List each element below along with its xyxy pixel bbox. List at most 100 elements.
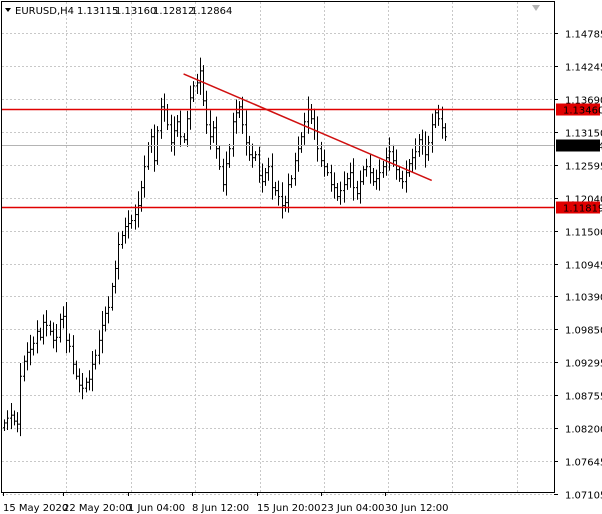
- grid: [2, 2, 554, 495]
- ohlc-bar: [382, 160, 385, 178]
- ohlc-bar: [104, 306, 107, 332]
- ohlc-bar: [254, 151, 257, 161]
- trend-line[interactable]: [183, 73, 433, 182]
- ohlc-bar: [392, 144, 395, 167]
- ohlc-bar: [281, 182, 284, 219]
- ohlc-bar: [434, 109, 437, 129]
- ohlc-bar: [241, 96, 244, 134]
- ohlc-bar: [441, 106, 444, 139]
- ohlc-bar: [245, 110, 248, 156]
- x-tick-label: 8 Jun 12:00: [192, 503, 249, 514]
- ohlc-bar: [228, 144, 231, 168]
- ohlc-bar: [36, 320, 39, 354]
- y-tick-label: 1.10390: [565, 293, 602, 304]
- ohlc-bar: [3, 419, 6, 431]
- chart-shift-marker-icon[interactable]: [532, 5, 540, 11]
- ohlc-bar: [248, 135, 251, 161]
- ohlc-bar: [205, 90, 208, 134]
- symbol-menu-triangle-icon[interactable]: [5, 8, 11, 12]
- ohlc-bar: [55, 324, 58, 353]
- ohlc-bar: [339, 181, 342, 205]
- ohlc-bar: [277, 180, 280, 206]
- level-tag: [556, 201, 600, 214]
- ohlc-bar: [124, 217, 127, 244]
- ohlc-bar: [287, 173, 290, 213]
- ohlc-bar: [189, 85, 192, 130]
- y-tick-label: 1.09295: [565, 359, 602, 370]
- ohlc-bar: [369, 154, 372, 184]
- ohlc-bar: [134, 204, 137, 230]
- ohlc-bar: [202, 65, 205, 106]
- ohlc-bar: [59, 313, 62, 343]
- ohlc-bar: [232, 112, 235, 157]
- symbol-label: EURUSD,H4: [15, 6, 74, 17]
- ohlc-bar: [52, 322, 55, 349]
- ohlc-bar: [427, 135, 430, 161]
- ohlc-bar: [336, 182, 339, 201]
- ohlc-bar: [212, 120, 215, 143]
- ohlc-bar: [6, 410, 9, 431]
- ohlc-bar: [23, 355, 26, 382]
- ohlc-bar: [333, 172, 336, 199]
- ohlc-bar: [401, 170, 404, 189]
- ohlc-bar: [85, 377, 88, 393]
- ohlc-bar: [101, 310, 104, 354]
- ohlc-bar: [375, 169, 378, 190]
- ohlc-bar: [235, 99, 238, 134]
- ohlc-bar: [49, 320, 52, 336]
- level-label: 1.11819: [563, 204, 602, 215]
- y-tick-label: 1.10945: [565, 261, 602, 272]
- ohlc-bar: [130, 214, 133, 229]
- y-tick-label: 1.13690: [565, 96, 602, 107]
- ohlc-bar: [62, 306, 65, 329]
- ohlc-bar: [42, 314, 45, 345]
- current-price-label: 1.12864: [563, 142, 602, 153]
- ohlc-bar: [10, 402, 13, 430]
- y-tick-label: 1.08755: [565, 392, 602, 403]
- drawn-lines[interactable]: [2, 73, 554, 209]
- ohlc-bar: [199, 57, 202, 95]
- x-tick-label: 30 Jun 12:00: [385, 503, 449, 514]
- ohlc-bar: [78, 368, 81, 393]
- ohlc-bar: [372, 168, 375, 186]
- price-axis[interactable]: 1.14785 1.14245 1.13690 1.13150 1.12595 1.120…: [554, 30, 602, 502]
- ohlc-bar: [267, 157, 270, 181]
- ohlc-bar: [346, 172, 349, 190]
- ohlc-bar: [94, 349, 97, 370]
- x-tick-label: 15 May 2020: [3, 503, 68, 514]
- y-tick-label: 1.12595: [565, 162, 602, 173]
- ohlc-bar: [437, 104, 440, 126]
- y-tick-label: 1.09850: [565, 326, 602, 337]
- ohlc-bar: [303, 112, 306, 145]
- ohlc-bar: [408, 159, 411, 177]
- x-tick-label: 23 Jun 04:00: [321, 503, 385, 514]
- ohlc-bar: [88, 370, 91, 391]
- ohlc-bar: [284, 195, 287, 212]
- ohlc-bar: [179, 110, 182, 147]
- ohlc-bar: [362, 166, 365, 185]
- y-tick-label: 1.07105: [565, 491, 602, 502]
- ohlc-bar: [72, 335, 75, 375]
- ohlc-bar: [68, 333, 71, 353]
- y-tick-label: 1.13150: [565, 129, 602, 140]
- ohlc-bar: [264, 168, 267, 186]
- ohlc-bar: [378, 159, 381, 191]
- ohlc-bar: [98, 330, 101, 365]
- ohlc-bar: [127, 210, 130, 239]
- ohlc-bar: [225, 151, 228, 196]
- symbol-header: EURUSD,H4 1.13115 1.13160 1.12812 1.1286…: [5, 6, 232, 17]
- ohlc-bar: [114, 260, 117, 294]
- ohlc-bar: [186, 110, 189, 147]
- ohlc-bar: [75, 360, 78, 380]
- ohlc-bar: [411, 148, 414, 172]
- open-value: 1.13115: [77, 6, 118, 17]
- ohlc-bar: [19, 362, 22, 437]
- ohlc-bar: [365, 158, 368, 177]
- ohlc-bar: [294, 152, 297, 186]
- ohlc-bar: [143, 155, 146, 198]
- ohlc-bar: [274, 181, 277, 196]
- ohlc-bar: [356, 180, 359, 200]
- ohlc-bar: [29, 334, 32, 366]
